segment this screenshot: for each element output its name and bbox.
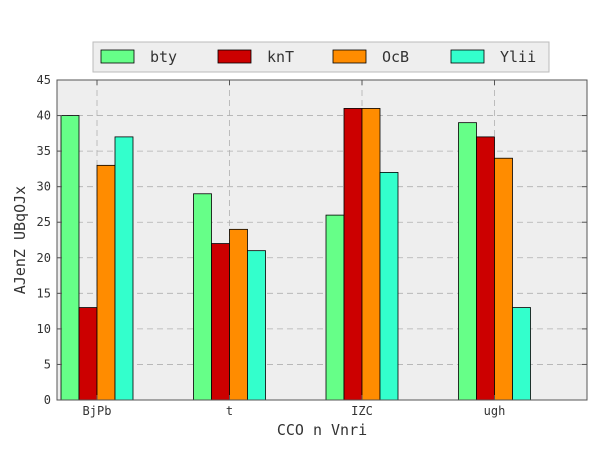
- bar-Ylii-t: [247, 250, 266, 401]
- legend-label-bty: bty: [150, 48, 177, 66]
- legend-swatch-Ylii: [450, 49, 485, 64]
- bar-Ylii-BjPb: [114, 136, 134, 401]
- legend-label-OcB: OcB: [382, 48, 409, 66]
- plot-frame: [56, 79, 588, 401]
- bar-bty-BjPb: [60, 115, 80, 401]
- y-tick-label: 35: [37, 144, 51, 158]
- x-tick-label: ugh: [484, 404, 506, 418]
- y-tick-label: 15: [37, 286, 51, 300]
- bar-Ylii-IZC: [379, 172, 399, 401]
- bar-knT-ugh: [476, 136, 495, 401]
- legend-swatch-OcB: [332, 49, 367, 64]
- bar-bty-ugh: [458, 122, 477, 401]
- legend: bty knT OcB Ylii: [92, 41, 550, 73]
- legend-swatch-bty: [100, 49, 135, 64]
- y-tick-label: 20: [37, 251, 51, 265]
- y-tick-label: 25: [37, 215, 51, 229]
- bar-knT-t: [211, 243, 230, 401]
- bar-OcB-ugh: [494, 157, 513, 401]
- y-tick-label: 0: [44, 393, 51, 407]
- x-tick-label: BjPb: [83, 404, 112, 418]
- y-tick-label: 40: [37, 109, 51, 123]
- legend-label-Ylii: Ylii: [500, 48, 536, 66]
- y-tick-label: 30: [37, 180, 51, 194]
- bar-bty-IZC: [325, 214, 345, 401]
- bar-Ylii-ugh: [512, 307, 531, 401]
- bar-OcB-IZC: [361, 108, 381, 401]
- bar-knT-BjPb: [78, 307, 98, 401]
- bar-bty-t: [193, 193, 212, 401]
- x-axis-label: CCO n Vnri: [277, 421, 367, 439]
- bar-OcB-BjPb: [96, 164, 116, 401]
- bar-knT-IZC: [343, 108, 363, 401]
- legend-label-knT: knT: [267, 48, 294, 66]
- x-tick-label: IZC: [351, 404, 373, 418]
- y-axis-label: AJenZ UBqOJx: [11, 186, 29, 294]
- axis-ticks: 0 5 10 15 20 25 30 35 40 45 BjPb t IZC ugh: [37, 73, 587, 418]
- y-tick-label: 5: [44, 357, 51, 371]
- legend-swatch-knT: [217, 49, 252, 64]
- bar-OcB-t: [229, 228, 248, 401]
- y-tick-label: 45: [37, 73, 51, 87]
- y-tick-label: 10: [37, 322, 51, 336]
- x-tick-label: t: [226, 404, 233, 418]
